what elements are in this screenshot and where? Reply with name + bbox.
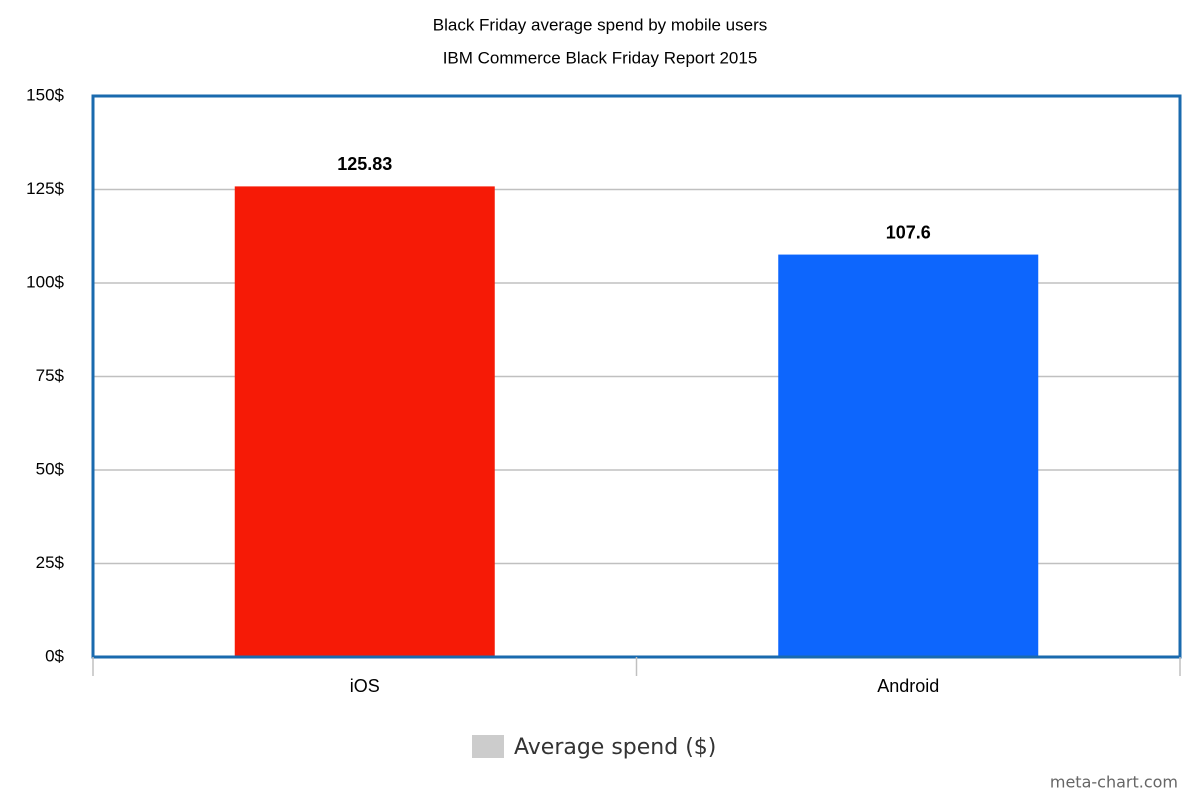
bar	[778, 254, 1039, 658]
value-label: 125.83	[337, 154, 392, 174]
chart-title: Black Friday average spend by mobile use…	[433, 15, 768, 34]
bar	[234, 186, 495, 657]
x-tick-label: Android	[877, 676, 939, 696]
legend-swatch	[472, 735, 504, 758]
y-tick-label: 100$	[26, 272, 64, 291]
y-tick-label: 75$	[36, 366, 65, 385]
watermark: meta-chart.com	[1050, 773, 1178, 792]
legend-label: Average spend ($)	[514, 735, 716, 760]
y-tick-label: 50$	[36, 459, 65, 478]
y-tick-label: 150$	[26, 85, 64, 104]
chart-subtitle: IBM Commerce Black Friday Report 2015	[443, 48, 758, 67]
y-tick-label: 0$	[45, 646, 64, 665]
x-tick-label: iOS	[350, 676, 380, 696]
y-tick-label: 125$	[26, 179, 64, 198]
y-tick-label: 25$	[36, 553, 65, 572]
value-label: 107.6	[886, 222, 931, 242]
